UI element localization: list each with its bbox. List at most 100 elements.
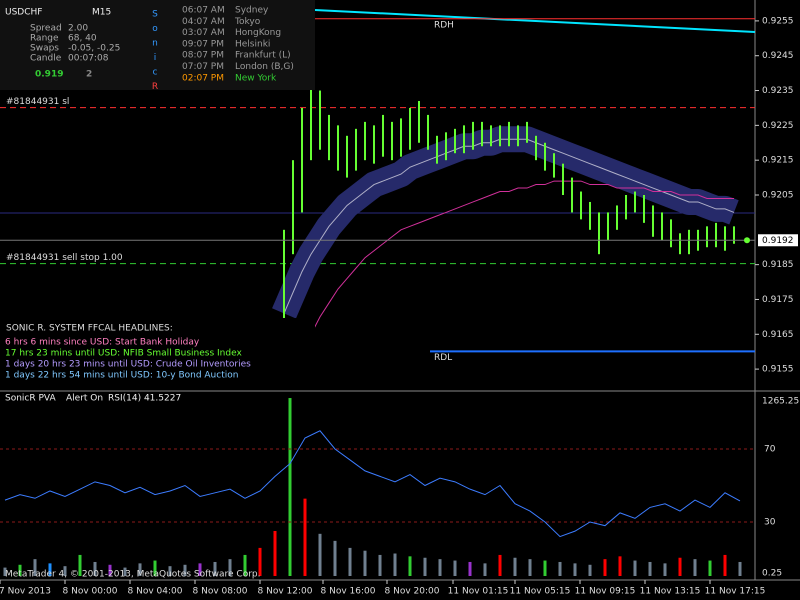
level-label: #81844931 sell stop 1.00 [6,253,123,263]
volume-bar [453,560,457,576]
volume-bar [78,554,82,576]
volume-bar [303,498,307,576]
session-city: Tokyo [234,17,261,27]
info-value: 68, 40 [68,34,97,44]
volume-bar [138,563,142,576]
volume-bar [498,554,502,576]
x-tick-label: 11 Nov 09:15 [575,587,636,597]
y-tick-label: 0.9215 [762,156,794,166]
volume-bar [318,533,322,576]
session-city: Frankfurt (L) [235,51,291,61]
volume-bar [108,564,112,576]
brand-letter: S [152,10,158,20]
x-tick-label: 11 Nov 01:15 [448,587,509,597]
volume-bar [663,563,667,576]
info-value: 2.00 [68,24,88,34]
level-label: RDH [434,20,454,30]
x-tick-label: 7 Nov 2013 [0,587,51,597]
volume-bar [408,556,412,576]
volume-bar [723,554,727,576]
volume-bar [678,557,682,576]
brand-letter: R [152,82,158,92]
footer: MetaTrader 4, © 2001-2013, MetaQuotes So… [5,570,261,580]
volume-bar [558,561,562,576]
overlay: 0.9255 0.9245 0.9235 0.9225 0.9215 0.9205 0.91… [0,6,799,597]
volume-bar [168,566,172,576]
info-value: -0.05, -0.25 [68,44,120,54]
info-value: 00:07:08 [68,54,109,64]
x-tick-label: 11 Nov 13:15 [640,587,701,597]
x-tick-label: 8 Nov 20:00 [385,587,440,597]
indicator-rsi: RSI(14) 41.5227 [108,394,181,404]
rsi-tick-label: 70 [764,445,776,455]
volume-bar [423,557,427,576]
y-tick-label: 0.9235 [762,86,794,96]
session-time: 03:07 AM [182,28,225,38]
volume-bar [273,531,277,576]
price-tag [758,234,798,247]
volume-bar [333,540,337,576]
volume-bar [363,550,367,576]
volume-bar [3,567,7,576]
volume-bar [48,563,52,576]
volume-bar [63,566,67,576]
volume-bar [228,559,232,576]
volume-bar [33,559,37,576]
indicator-name: SonicR PVA [5,394,56,404]
x-tick-label: 8 Nov 04:00 [128,587,183,597]
info-label: Spread [30,24,62,34]
session-city: HongKong [235,28,281,38]
volume-bar [438,559,442,576]
volume-bar [528,559,532,576]
y-tick-label: 0.9185 [762,260,794,270]
volume-bar [513,557,517,576]
x-tick-label: 8 Nov 12:00 [258,587,313,597]
x-tick-label: 8 Nov 08:00 [193,587,248,597]
level-label: #81844931 sl [6,97,69,107]
volume-bar [708,560,712,576]
volume-bar [648,561,652,576]
volume-bar [213,561,217,576]
session-time: 09:07 PM [182,39,224,49]
volume-bar [378,554,382,576]
volume-bar [468,561,472,576]
headline: 1 days 22 hrs 54 mins until USD: 10-y Bo… [5,371,238,381]
headline: 1 days 20 hrs 23 mins until USD: Crude O… [5,360,251,370]
y-tick-label: 0.9245 [762,51,794,61]
price-tag-label: 0.9192 [762,236,794,246]
volume-bar [18,564,22,576]
price-main: 0.919 [35,70,63,80]
moving-average [283,180,734,387]
x-tick-label: 11 Nov 17:15 [705,587,766,597]
y-tick-label: 0.9205 [762,191,794,201]
y-tick-label: 0.9225 [762,121,794,131]
volume-bar [393,553,397,576]
volume-bar [123,567,127,576]
level-label: RDL [434,353,452,363]
headline: 6 hrs 6 mins since USD: Start Bank Holid… [5,338,200,348]
volume-tick-label: 0.25 [762,569,782,579]
y-tick-label: 0.9165 [762,330,794,340]
brand-letter: c [153,68,158,78]
volume-bar [588,564,592,576]
session-time: 07:07 PM [182,62,224,72]
session-city: New York [235,73,277,83]
session-city: Sydney [235,6,269,16]
price-plot [0,18,755,576]
volume-bar [153,560,157,576]
volume-bar [573,563,577,576]
volume-bar [93,561,97,576]
trend-line [314,9,756,33]
y-tick-label: 0.9255 [762,16,794,26]
session-time: 08:07 PM [182,51,224,61]
volume-bar [543,560,547,576]
volume-bar [243,554,247,576]
session-time: 04:07 AM [182,17,225,27]
volume-bar [693,559,697,576]
rsi-line [4,430,741,538]
rsi-tick-label: 30 [764,518,776,528]
timeframe: M15 [92,8,111,18]
price-last: 2 [86,70,92,80]
x-tick-label: 11 Nov 05:15 [510,587,571,597]
